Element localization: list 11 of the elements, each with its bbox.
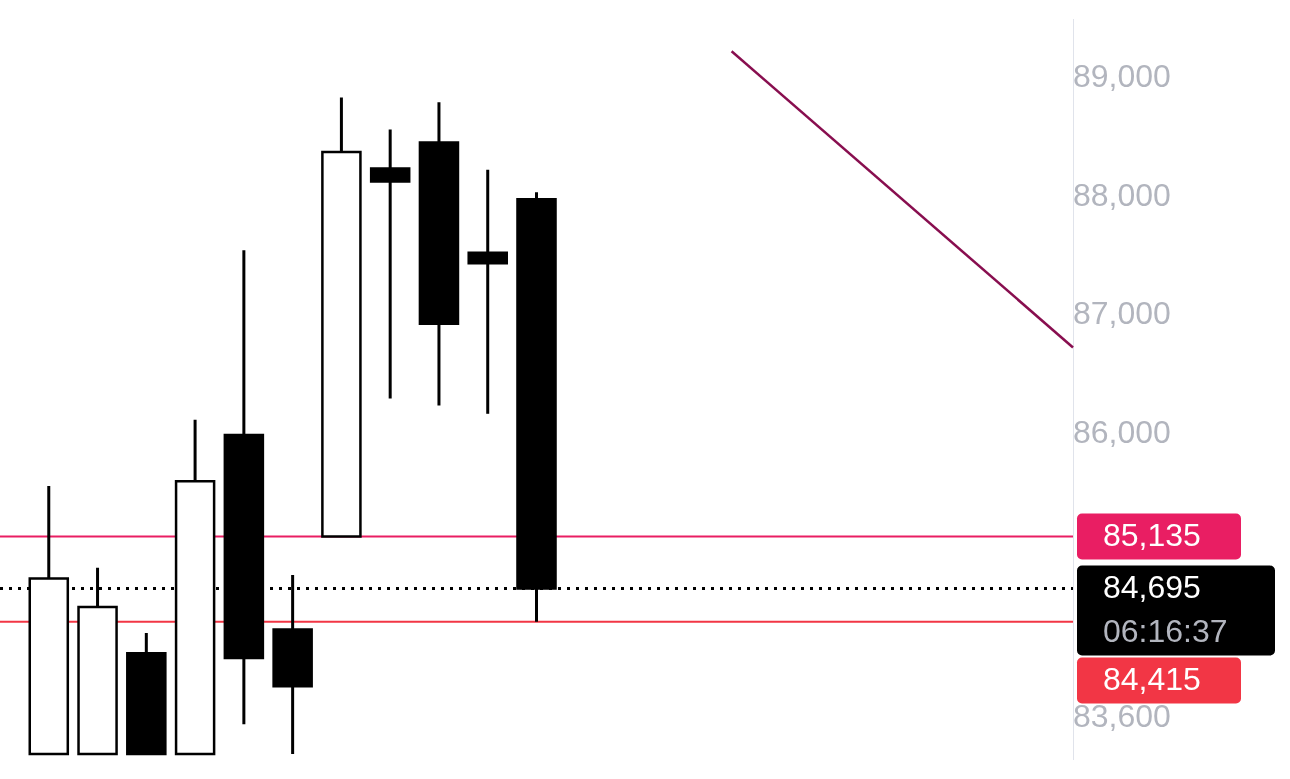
y-tick-label: 89,000 [1073, 58, 1171, 95]
ref-line-label: 84,415 [1103, 661, 1201, 698]
candlestick [467, 169, 508, 414]
ref-line-label: 85,135 [1103, 517, 1201, 554]
candlestick [369, 129, 411, 399]
y-tick-label: 83,600 [1073, 698, 1171, 735]
ref-line-label: 84,695 [1103, 569, 1201, 606]
text: 06:16:37 [1103, 613, 1228, 650]
y-tick-label: 86,000 [1073, 413, 1171, 450]
y-tick-label: 88,000 [1073, 176, 1171, 213]
y-tick-label: 87,000 [1073, 295, 1171, 332]
